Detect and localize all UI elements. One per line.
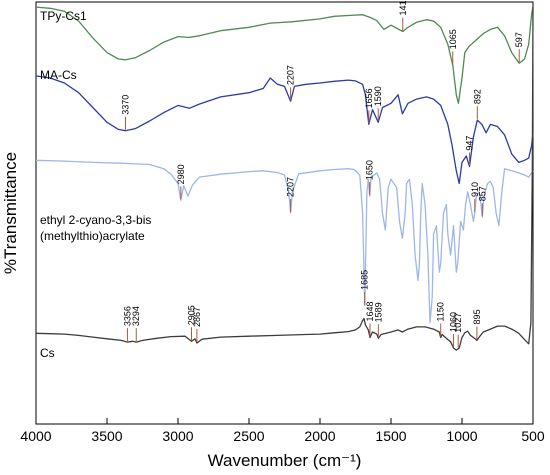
peak-label: 2867 <box>192 307 202 327</box>
series-labels: TPy-Cs1 MA-Cs ethyl 2-cyano-3,3-bis (methyl… <box>40 9 151 360</box>
peak-label: 597 <box>514 32 524 47</box>
x-axis-label: Wavenumber (cm⁻¹) <box>208 451 362 470</box>
peak-label: 892 <box>472 89 482 104</box>
peak-label: 2905 <box>186 305 196 325</box>
peak-label: 1685 <box>360 270 370 290</box>
y-axis-label: %Transmittance <box>1 152 20 274</box>
peak-label: 3294 <box>131 306 141 326</box>
plot-frame <box>35 1 534 425</box>
peak-label: 947 <box>465 136 475 151</box>
peak-label: 2980 <box>176 164 186 184</box>
x-tick-label: 500 <box>521 428 545 444</box>
series-layer <box>35 6 534 351</box>
series-line-3 <box>35 6 534 351</box>
series-label-2: ethyl 2-cyano-3,3-bis <box>40 213 151 227</box>
series-line-2 <box>35 159 534 324</box>
x-tick-label: 2500 <box>233 428 264 444</box>
peak-label: 1065 <box>448 29 458 49</box>
peak-label: 1590 <box>373 86 383 106</box>
peak-annotations: 1417 1065 597 3370 2207 1656 1590 947 892 2980 220… <box>120 0 524 348</box>
x-tick-label: 1500 <box>375 428 406 444</box>
x-tick-label: 3500 <box>91 428 122 444</box>
peak-label: 1027 <box>453 313 463 333</box>
peak-label: 1417 <box>398 0 408 16</box>
peak-label: 3356 <box>122 306 132 326</box>
series-label-3: Cs <box>40 346 55 360</box>
x-tick-label: 1000 <box>446 428 477 444</box>
peak-label: 1648 <box>365 301 375 321</box>
x-tick-label: 3000 <box>162 428 193 444</box>
peak-label: 1150 <box>436 302 446 321</box>
series-label-0: TPy-Cs1 <box>40 9 87 23</box>
peak-label: 3370 <box>120 95 130 115</box>
series-label-1: MA-Cs <box>40 68 77 82</box>
x-tick-label: 2000 <box>304 428 335 444</box>
x-axis-ticks: 4000 3500 3000 2500 2000 1500 1000 500 <box>20 418 545 444</box>
series-label-2: (methylthio)acrylate <box>40 229 145 243</box>
peak-label: 1589 <box>373 302 383 322</box>
peak-label: 2207 <box>286 65 296 85</box>
peak-label: 1650 <box>365 160 375 180</box>
peak-label: 857 <box>477 186 487 201</box>
plot-border <box>35 1 534 425</box>
x-tick-label: 4000 <box>20 428 51 444</box>
peak-label: 895 <box>472 309 482 324</box>
peak-label: 1060 <box>448 312 458 332</box>
peak-label: 2207 <box>286 177 296 197</box>
series-line-0 <box>35 6 534 104</box>
peak-label: 1656 <box>364 88 374 108</box>
series-line-1 <box>35 75 534 185</box>
peak-label: 910 <box>470 182 480 197</box>
